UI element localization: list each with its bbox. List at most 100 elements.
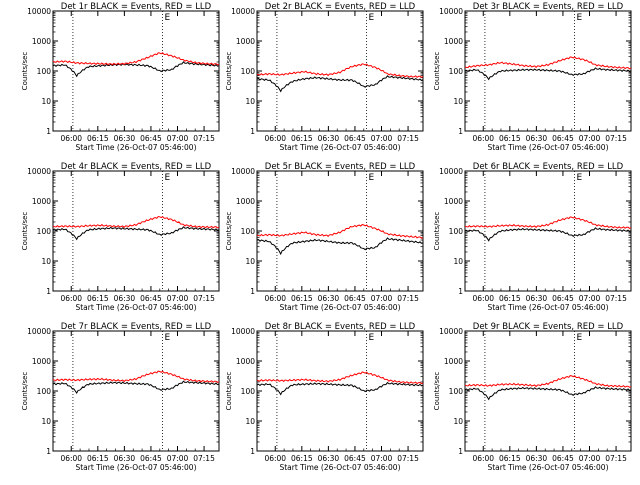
events-series-line	[464, 386, 632, 401]
x-tick-label: 07:15	[397, 134, 419, 143]
lld-series-line	[464, 375, 632, 388]
x-tick-label: 06:15	[291, 134, 313, 143]
y-tick-label: 10	[453, 97, 463, 106]
x-tick-label: 06:15	[499, 134, 521, 143]
plot-frame	[256, 10, 424, 132]
panel-title: Det 3r BLACK = Events, RED = LLD	[473, 2, 624, 12]
x-tick-label: 07:15	[193, 294, 215, 303]
x-tick-label: 06:15	[499, 294, 521, 303]
x-tick-label: 06:45	[140, 294, 162, 303]
detector-panel-4: Det 4r BLACK = Events, RED = LLD 1 10 100 10…	[21, 162, 220, 312]
detector-panel-2: Det 2r BLACK = Events, RED = LLD 1 10 100 10…	[225, 2, 424, 152]
x-tick-label: 07:00	[371, 294, 393, 303]
x-tick-label: 06:15	[291, 294, 313, 303]
y-tick-label: 100	[449, 227, 464, 236]
y-tick-label: 10000	[27, 7, 51, 16]
plot-frame	[52, 10, 220, 132]
x-tick-label: 06:00	[60, 294, 82, 303]
x-tick-label: 06:30	[114, 454, 136, 463]
y-tick-label: 1	[46, 287, 51, 296]
corner-label: E	[369, 13, 375, 23]
detector-panel-1: Det 1r BLACK = Events, RED = LLD 1 10 100 10…	[21, 2, 220, 152]
y-tick-label: 100	[241, 387, 256, 396]
x-tick-label: 06:00	[472, 134, 494, 143]
plot-frame	[256, 170, 424, 292]
panel-title: Det 4r BLACK = Events, RED = LLD	[61, 162, 212, 172]
y-tick-label: 10	[41, 97, 51, 106]
x-tick-label: 06:45	[344, 294, 366, 303]
x-axis-label: Start Time (26-Oct-07 05:46:00)	[75, 463, 196, 472]
x-tick-label: 06:00	[472, 294, 494, 303]
detector-panel-3: Det 3r BLACK = Events, RED = LLD 1 10 100 10…	[433, 2, 632, 152]
x-tick-label: 06:30	[114, 134, 136, 143]
y-tick-label: 1	[458, 287, 463, 296]
corner-label: E	[577, 173, 583, 183]
y-tick-label: 10000	[231, 327, 255, 336]
x-axis-label: Start Time (26-Oct-07 05:46:00)	[487, 463, 608, 472]
plot-frame	[256, 330, 424, 452]
x-tick-label: 07:00	[167, 294, 189, 303]
lld-series-line	[52, 52, 220, 66]
y-tick-label: 100	[37, 387, 52, 396]
y-tick-label: 1	[250, 127, 255, 136]
y-axis-label: Counts/sec	[433, 372, 441, 411]
y-tick-label: 100	[241, 67, 256, 76]
y-tick-label: 10000	[231, 167, 255, 176]
lld-series-line	[256, 63, 424, 79]
x-tick-label: 06:00	[472, 454, 494, 463]
y-tick-label: 1000	[32, 197, 51, 206]
x-tick-label: 07:00	[579, 454, 601, 463]
lld-series-line	[52, 215, 220, 229]
detector-panel-7: Det 7r BLACK = Events, RED = LLD 1 10 100 10…	[21, 322, 220, 472]
events-series-line	[464, 67, 632, 81]
y-tick-label: 10000	[439, 327, 463, 336]
y-tick-label: 10000	[231, 7, 255, 16]
plot-frame	[464, 170, 632, 292]
x-tick-label: 07:15	[397, 294, 419, 303]
y-tick-label: 1000	[236, 357, 255, 366]
x-tick-label: 06:45	[140, 134, 162, 143]
y-tick-label: 100	[449, 67, 464, 76]
y-tick-label: 100	[449, 387, 464, 396]
events-series-line	[52, 380, 220, 394]
x-tick-label: 06:30	[318, 134, 340, 143]
x-tick-label: 07:00	[579, 294, 601, 303]
x-tick-label: 06:45	[552, 294, 574, 303]
x-tick-label: 06:00	[264, 454, 286, 463]
lld-series-line	[52, 370, 220, 383]
x-tick-label: 07:00	[371, 134, 393, 143]
panel-title: Det 6r BLACK = Events, RED = LLD	[473, 162, 624, 172]
y-tick-label: 10000	[439, 167, 463, 176]
x-tick-label: 07:15	[193, 454, 215, 463]
x-tick-label: 07:15	[193, 134, 215, 143]
plot-frame	[464, 330, 632, 452]
y-tick-label: 1	[458, 447, 463, 456]
plot-frame	[52, 170, 220, 292]
x-tick-label: 06:15	[291, 454, 313, 463]
corner-label: E	[165, 13, 171, 23]
x-tick-label: 07:15	[397, 454, 419, 463]
y-tick-label: 100	[241, 227, 256, 236]
x-tick-label: 06:00	[60, 454, 82, 463]
y-tick-label: 1	[46, 447, 51, 456]
x-axis-label: Start Time (26-Oct-07 05:46:00)	[487, 303, 608, 312]
y-axis-label: Counts/sec	[433, 212, 441, 251]
y-tick-label: 100	[37, 227, 52, 236]
corner-label: E	[369, 173, 375, 183]
events-series-line	[464, 227, 632, 242]
y-tick-label: 10	[41, 417, 51, 426]
y-tick-label: 10	[245, 417, 255, 426]
x-tick-label: 06:45	[140, 454, 162, 463]
plot-frame	[464, 10, 632, 132]
y-tick-label: 10	[41, 257, 51, 266]
y-tick-label: 10	[453, 257, 463, 266]
y-tick-label: 10	[245, 97, 255, 106]
x-axis-label: Start Time (26-Oct-07 05:46:00)	[279, 463, 400, 472]
y-tick-label: 10	[245, 257, 255, 266]
x-tick-label: 06:00	[264, 134, 286, 143]
detector-panel-8: Det 8r BLACK = Events, RED = LLD 1 10 100 10…	[225, 322, 424, 472]
lld-series-line	[256, 371, 424, 385]
panel-title: Det 9r BLACK = Events, RED = LLD	[473, 322, 624, 332]
panel-title: Det 2r BLACK = Events, RED = LLD	[265, 2, 416, 12]
y-axis-label: Counts/sec	[225, 372, 233, 411]
